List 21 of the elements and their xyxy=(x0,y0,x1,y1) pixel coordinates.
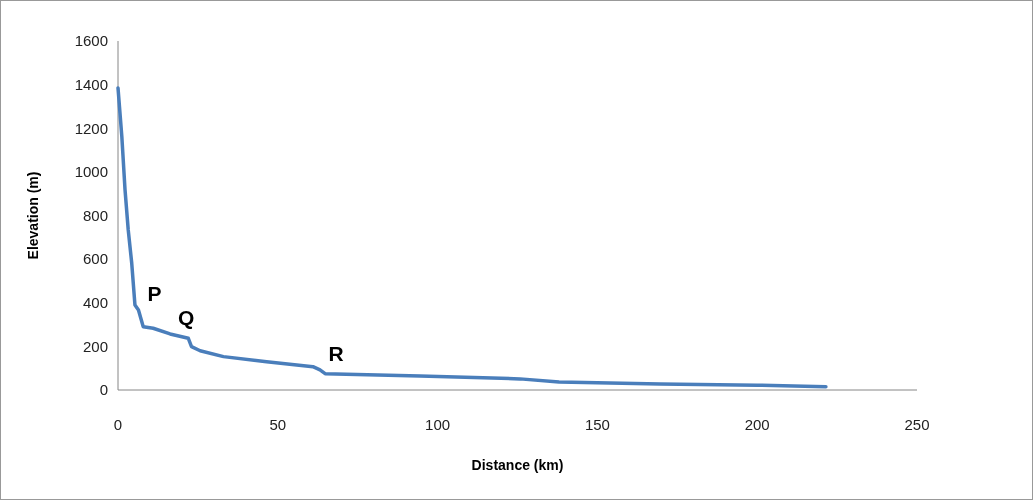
y-tick-label: 1200 xyxy=(74,119,108,137)
y-tick-label: 600 xyxy=(82,250,108,268)
x-tick-label: 150 xyxy=(584,416,610,433)
y-tick-label: 1400 xyxy=(74,75,108,93)
line-series xyxy=(116,86,828,389)
annotation: R xyxy=(328,342,344,366)
x-tick-label: 0 xyxy=(113,416,123,433)
y-axis-title: Elevation (m) xyxy=(25,171,41,260)
y-tick-label: 0 xyxy=(99,381,108,399)
x-tick-label: 200 xyxy=(744,416,770,433)
annotation: Q xyxy=(177,306,195,330)
annotation: P xyxy=(147,282,162,306)
y-tick-label: 1600 xyxy=(74,32,108,50)
x-tick-label: 100 xyxy=(425,416,451,433)
x-tick-label: 50 xyxy=(269,416,287,433)
y-tick-label: 200 xyxy=(82,337,108,355)
x-tick-label: 250 xyxy=(904,416,930,433)
y-tick-label: 1000 xyxy=(74,163,108,181)
x-axis-title: Distance (km) xyxy=(471,457,564,473)
y-tick-label: 400 xyxy=(82,294,108,311)
y-tick-label: 800 xyxy=(82,206,108,224)
